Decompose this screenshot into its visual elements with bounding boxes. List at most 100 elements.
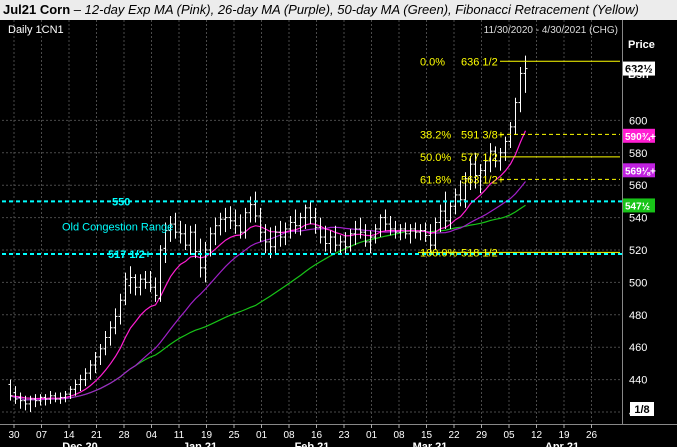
ohlc-bar (58, 392, 63, 404)
ohlc-bar (238, 214, 243, 239)
ohlc-bar (398, 224, 403, 241)
fib-percent-label: 50.0% (420, 152, 451, 164)
fib-price-label: 518 1/2 (461, 247, 498, 259)
y-tick-label: 600 (629, 115, 647, 127)
ohlc-bar (103, 331, 108, 356)
ohlc-bar (513, 97, 518, 135)
ohlc-bar (53, 392, 58, 403)
ohlc-bar (153, 277, 158, 302)
ohlc-bar (453, 188, 458, 215)
ohlc-bar (333, 225, 338, 252)
ohlc-bar (78, 374, 83, 391)
x-tick-label: 01 (256, 430, 268, 441)
x-tick-label: 05 (503, 430, 515, 441)
x-month-label: Apr 21 (545, 441, 579, 447)
x-tick-label: 28 (118, 430, 130, 441)
ohlc-bar (418, 224, 423, 241)
ma-tag-label: 590¾+ (625, 132, 656, 143)
x-tick-label: 19 (201, 430, 213, 441)
ohlc-bar (413, 222, 418, 239)
ohlc-bar (278, 220, 283, 247)
ohlc-bar (318, 217, 323, 244)
ohlc-bar (38, 394, 43, 406)
ohlc-bar (33, 394, 38, 408)
ohlc-bar (228, 206, 233, 229)
ohlc-bar (63, 390, 68, 403)
date-range: 11/30/2020 - 4/30/2021 (CHG) (484, 25, 618, 36)
ohlc-bar (133, 274, 138, 296)
units-label: Bsh (628, 69, 649, 81)
congestion-upper-label: 550 (112, 196, 130, 208)
congestion-lower-label: 517 1/2+ (108, 249, 151, 261)
ohlc-bar (328, 230, 333, 254)
x-tick-label: 14 (63, 430, 75, 441)
annotations: 550 517 1/2+ Old Congestion Range 0.0% 636 1… (2, 56, 622, 261)
x-tick-label: 04 (146, 430, 158, 441)
ohlc-bar (23, 395, 28, 411)
y-tick-label: 540 (629, 213, 647, 225)
ohlc-bar (283, 222, 288, 246)
ohlc-bar (353, 220, 358, 246)
ma-tag-box (623, 198, 655, 213)
fraction-label: 1/8 (634, 404, 649, 416)
ohlc-bar (483, 154, 488, 181)
ohlc-bar (73, 379, 78, 396)
x-month-label: Feb 21 (295, 441, 330, 447)
ohlc-bar (128, 266, 133, 294)
chart-title: Jul21 Corn – 12-day Exp MA (Pink), 26-da… (0, 0, 677, 20)
x-tick-label: 29 (476, 430, 488, 441)
ohlc-bar (338, 235, 343, 255)
last-price-box (623, 61, 655, 76)
x-tick-label: 30 (8, 430, 20, 441)
ohlc-bar (218, 212, 223, 236)
x-tick-label: 07 (36, 430, 48, 441)
ohlc-bar (13, 386, 18, 404)
x-tick-label: 23 (338, 430, 350, 441)
ohlc-bar (303, 204, 308, 229)
x-tick-label: 25 (228, 430, 240, 441)
ma-tag-box (623, 128, 655, 143)
ma-tag-label: 569⅛+ (625, 166, 656, 177)
x-tick-label: 11 (174, 430, 185, 441)
ohlc-bar (438, 204, 443, 233)
ohlc-bar (293, 209, 298, 234)
x-month-label: Dec 20 (62, 441, 97, 447)
ohlc-bar (428, 224, 433, 254)
ohlc-bar (173, 212, 178, 239)
ohlc-bar (403, 222, 408, 239)
ohlc-bar (158, 245, 163, 302)
fib-price-label: 591 3/8+ (461, 129, 504, 141)
ohlc-bar (488, 143, 493, 173)
title-separator: – (70, 2, 85, 17)
ohlc-bar (243, 207, 248, 239)
fib-percent-label: 0.0% (420, 56, 445, 68)
ohlc-bar (393, 220, 398, 239)
ohlc-bar (448, 201, 453, 229)
ohlc-bar (163, 222, 168, 263)
ma-tag-box (623, 163, 655, 178)
fib-percent-label: 61.8% (420, 174, 451, 186)
ohlc-bar (253, 191, 258, 223)
ohlc-bar (148, 271, 153, 293)
x-tick-label: 16 (311, 430, 323, 441)
ohlc-bar (168, 215, 173, 242)
ohlc-bar (213, 217, 218, 246)
price-header: Price (628, 39, 655, 51)
ohlc-bar (8, 379, 13, 401)
congestion-range-label: Old Congestion Range (62, 221, 173, 233)
price-chart: 550 517 1/2+ Old Congestion Range 0.0% 636 1… (0, 20, 677, 447)
ohlc-bar (183, 224, 188, 250)
y-tick-label: 560 (629, 180, 647, 192)
x-tick-label: 01 (366, 430, 378, 441)
ohlc-bar (408, 224, 413, 244)
ohlc-bar (198, 238, 203, 278)
ohlc-bar (323, 225, 328, 252)
ohlc-bar (43, 394, 48, 406)
ohlc-bar (48, 390, 53, 404)
ohlc-bar (508, 122, 513, 148)
ohlc-bar (298, 212, 303, 236)
ohlc-bar (263, 224, 268, 254)
ohlc-bar (178, 220, 183, 244)
ohlc-bar (143, 271, 148, 289)
ohlc-bar (378, 214, 383, 238)
